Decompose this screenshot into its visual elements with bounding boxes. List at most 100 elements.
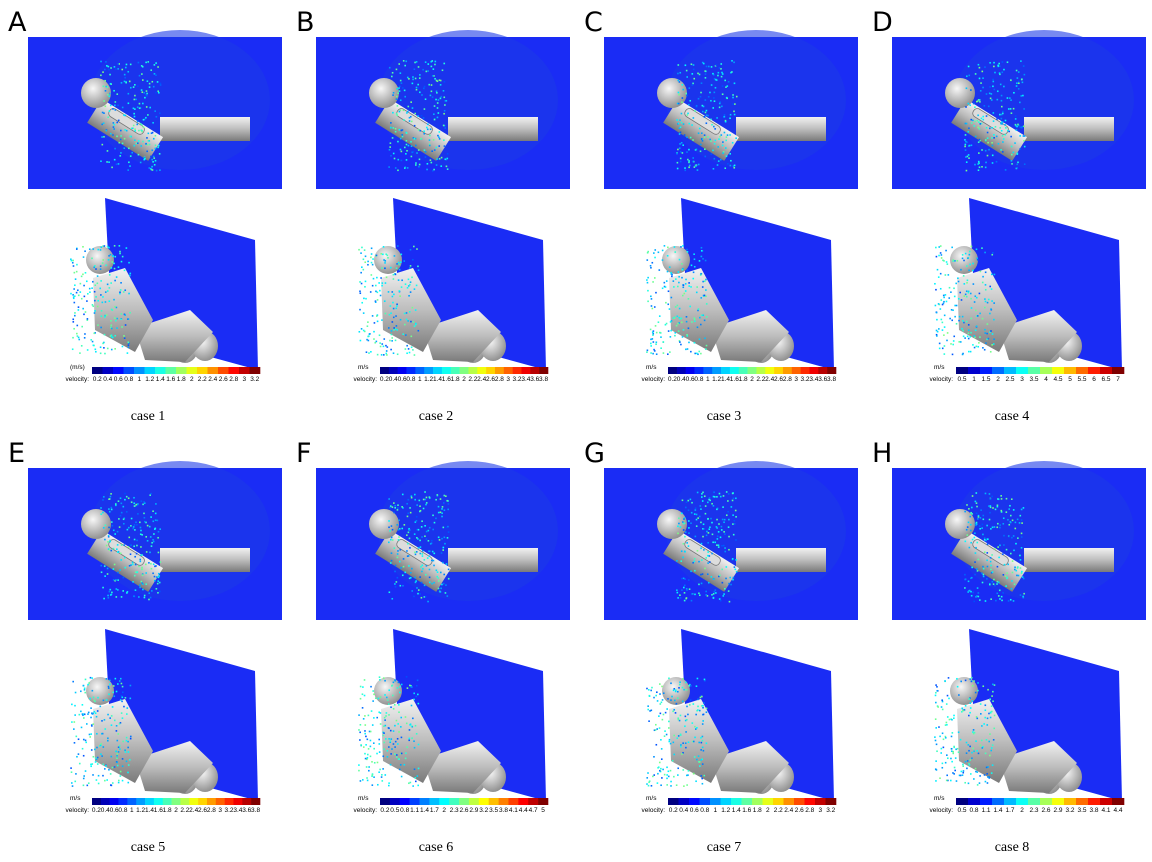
- particle: [421, 571, 423, 573]
- particle: [122, 780, 124, 782]
- colorbar-segment: [668, 367, 677, 374]
- particle: [72, 785, 74, 787]
- particle: [973, 335, 975, 337]
- particle: [113, 124, 115, 126]
- particle: [433, 113, 435, 115]
- particle: [149, 107, 151, 109]
- particle: [375, 301, 377, 303]
- particle: [405, 758, 407, 760]
- particle: [698, 132, 700, 134]
- particle: [736, 571, 738, 573]
- colorbar-segment: [739, 367, 748, 374]
- particle: [659, 770, 661, 772]
- particle: [677, 774, 679, 776]
- particle: [994, 684, 996, 686]
- particle: [364, 753, 366, 755]
- particle: [682, 245, 684, 247]
- particle: [158, 577, 160, 579]
- particle: [678, 276, 680, 278]
- particle: [731, 60, 733, 62]
- particle: [665, 286, 667, 288]
- particle: [993, 66, 995, 68]
- particle: [430, 128, 432, 130]
- particle: [968, 75, 970, 77]
- particle: [122, 692, 124, 694]
- particle: [401, 82, 403, 84]
- particle: [364, 286, 366, 288]
- particle: [105, 105, 107, 107]
- particle: [992, 581, 994, 583]
- particle: [722, 519, 724, 521]
- particle: [967, 279, 969, 281]
- particle: [101, 136, 103, 138]
- particle: [391, 525, 393, 527]
- particle: [80, 711, 82, 713]
- particle: [1000, 510, 1002, 512]
- particle: [393, 352, 395, 354]
- particle: [119, 526, 121, 528]
- particle: [732, 97, 734, 99]
- particle: [445, 592, 447, 594]
- particle: [131, 501, 133, 503]
- particle: [101, 315, 103, 317]
- colorbar-tick-label: 2: [1020, 807, 1024, 814]
- particle: [380, 723, 382, 725]
- particle: [969, 516, 971, 518]
- particle: [70, 767, 72, 769]
- particle: [137, 85, 139, 87]
- particle: [426, 538, 428, 540]
- particle: [359, 331, 361, 333]
- particle: [942, 348, 944, 350]
- particle: [103, 700, 105, 702]
- particle: [981, 573, 983, 575]
- colorbar-tick-label: 2.6: [795, 807, 804, 814]
- particle: [700, 522, 702, 524]
- particle: [371, 761, 373, 763]
- particle: [401, 753, 403, 755]
- particle: [150, 69, 152, 71]
- particle: [411, 568, 413, 570]
- particle: [647, 251, 649, 253]
- particle: [393, 127, 395, 129]
- particle: [675, 712, 677, 714]
- legs: [448, 117, 538, 141]
- particle: [1001, 118, 1003, 120]
- particle: [114, 256, 116, 258]
- particle: [990, 351, 992, 353]
- particle: [390, 122, 392, 124]
- particle: [989, 733, 991, 735]
- particle: [714, 591, 716, 593]
- particle: [388, 782, 390, 784]
- colorbar-segment: [703, 367, 712, 374]
- particle: [967, 336, 969, 338]
- particle: [397, 507, 399, 509]
- particle: [992, 333, 994, 335]
- particle: [694, 320, 696, 322]
- particle: [985, 301, 987, 303]
- particle: [100, 246, 102, 248]
- particle: [696, 149, 698, 151]
- colorbar-segment: [1076, 798, 1088, 805]
- particle: [724, 547, 726, 549]
- particle: [966, 742, 968, 744]
- particle: [108, 247, 110, 249]
- particle: [688, 282, 690, 284]
- particle: [102, 296, 104, 298]
- particle: [366, 351, 368, 353]
- head: [81, 509, 111, 539]
- particle: [424, 585, 426, 587]
- particle: [363, 718, 365, 720]
- particle: [935, 695, 937, 697]
- particle: [700, 737, 702, 739]
- particle: [149, 494, 151, 496]
- particle: [726, 566, 728, 568]
- particle: [396, 267, 398, 269]
- particle: [429, 527, 431, 529]
- particle: [991, 695, 993, 697]
- panel: D0.511.522.533.544.555.566.57m/svelocity…: [872, 7, 1146, 424]
- particle: [958, 341, 960, 343]
- particle: [104, 69, 106, 71]
- particle: [697, 709, 699, 711]
- particle: [964, 511, 966, 513]
- particle: [702, 740, 704, 742]
